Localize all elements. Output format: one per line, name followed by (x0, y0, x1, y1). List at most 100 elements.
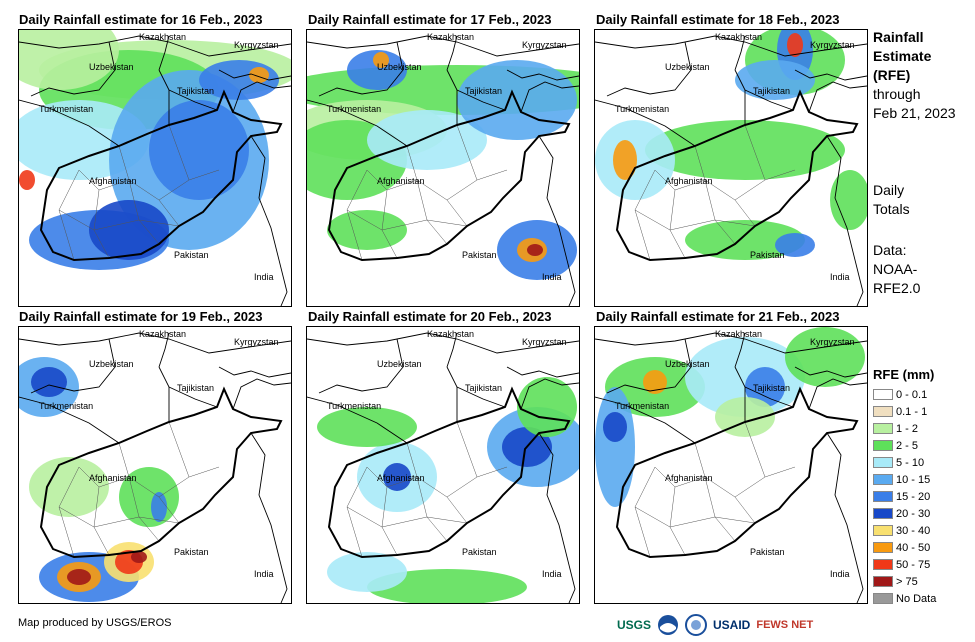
country-border (794, 366, 867, 378)
country-border (307, 396, 408, 444)
label-kazakhstan: Kazakhstan (139, 329, 186, 339)
rain-area (327, 552, 407, 592)
daily-totals-note: Daily Totals (873, 181, 910, 219)
legend-swatch (873, 406, 893, 417)
label-afghanistan: Afghanistan (665, 473, 713, 483)
label-kyrgyzstan: Kyrgyzstan (810, 40, 855, 50)
rainfall-map-16-feb: Kazakhstan Kyrgyzstan Uzbekistan Tajikistan… (18, 29, 292, 307)
rain-area (31, 367, 67, 397)
province-border (158, 199, 180, 227)
rain-area (149, 100, 249, 200)
province-border (744, 124, 766, 181)
rain-area (685, 220, 805, 260)
label-tajikistan: Tajikistan (753, 86, 790, 96)
label-afghanistan: Afghanistan (377, 176, 425, 186)
label-kyrgyzstan: Kyrgyzstan (810, 337, 855, 347)
source-label-1: NOAA- (873, 261, 918, 277)
rain-area (347, 50, 407, 90)
info-date: Feb 21, 2023 (873, 105, 956, 121)
province-border (734, 496, 756, 524)
country-border (158, 332, 170, 368)
country-border (456, 386, 506, 408)
country-border (538, 135, 576, 306)
province-border (669, 486, 686, 556)
country-border (19, 332, 291, 354)
legend-label: 1 - 2 (896, 422, 919, 435)
country-border (30, 338, 116, 394)
label-tajikistan: Tajikistan (177, 383, 214, 393)
label-tajikistan: Tajikistan (177, 86, 214, 96)
rain-area (373, 52, 389, 68)
label-turkmenistan: Turkmenistan (39, 401, 93, 411)
country-border (744, 386, 794, 408)
country-border (168, 386, 218, 408)
country-border (808, 81, 867, 113)
legend-item: 2 - 5 (873, 437, 936, 454)
country-border (808, 378, 867, 410)
label-tajikistan: Tajikistan (465, 86, 502, 96)
province-border (58, 506, 180, 528)
info-through: through (873, 86, 921, 102)
country-border (520, 378, 579, 410)
country-border (606, 41, 692, 97)
rain-area (517, 377, 577, 437)
country-border (250, 432, 288, 603)
label-india: India (830, 272, 850, 282)
country-border (307, 35, 579, 57)
legend-title: RFE (mm) (873, 367, 935, 382)
totals-label: Totals (873, 201, 910, 217)
info-title-3: (RFE) (873, 67, 911, 83)
label-tajikistan: Tajikistan (753, 383, 790, 393)
legend-swatch (873, 559, 893, 570)
country-border (506, 366, 579, 378)
label-india: India (542, 569, 562, 579)
province-border (168, 124, 190, 181)
country-border (19, 35, 291, 57)
province-border (416, 179, 448, 245)
fewsnet-logo-text: FEWS NET (756, 619, 814, 631)
rainfall-map-19-feb: Kazakhstan Kyrgyzstan Uzbekistan Tajikistan… (18, 326, 292, 604)
label-afghanistan: Afghanistan (377, 473, 425, 483)
legend-label: 0 - 0.1 (896, 388, 928, 401)
legend-label: 15 - 20 (896, 490, 931, 503)
rainfall-map-20-feb: Kazakhstan Kyrgyzstan Uzbekistan Tajikistan… (306, 326, 580, 604)
label-turkmenistan: Turkmenistan (327, 104, 381, 114)
legend-item: 0.1 - 1 (873, 403, 936, 420)
label-uzbekistan: Uzbekistan (665, 359, 710, 369)
label-kazakhstan: Kazakhstan (139, 32, 186, 42)
legend-swatch (873, 457, 893, 468)
daily-label: Daily (873, 182, 905, 198)
fewsnet-logo: FEWS NET (756, 619, 813, 631)
province-border (456, 124, 478, 181)
province-border (634, 506, 756, 528)
country-border (595, 35, 867, 57)
usaid-logo-text: USAID (713, 618, 751, 632)
country-border (232, 378, 291, 410)
label-india: India (830, 569, 850, 579)
legend: 0 - 0.1 0.1 - 1 1 - 2 2 - 5 5 - 10 10 - 15 15 … (873, 386, 936, 607)
legend-label: 20 - 30 (896, 507, 931, 520)
panel-title-3: Daily Rainfall estimate for 18 Feb., 202… (596, 12, 840, 27)
legend-swatch (873, 491, 893, 502)
country-border (168, 89, 218, 111)
province-border (346, 506, 468, 528)
province-border (669, 189, 686, 259)
legend-item: 10 - 15 (873, 471, 936, 488)
rain-area (327, 210, 407, 250)
legend-label: 2 - 5 (896, 439, 919, 452)
legend-label: > 75 (896, 575, 918, 588)
legend-item: 1 - 2 (873, 420, 936, 437)
province-border (694, 442, 706, 478)
rain-area (67, 569, 91, 585)
rainfall-map-18-feb: Kazakhstan Kyrgyzstan Uzbekistan Tajikistan… (594, 29, 868, 307)
afghanistan-border (39, 386, 283, 559)
label-turkmenistan: Turkmenistan (615, 104, 669, 114)
rain-area (745, 367, 785, 407)
legend-label: 50 - 75 (896, 558, 931, 571)
usgs-logo-text: USGS (617, 618, 652, 632)
province-border (446, 199, 468, 227)
legend-label: No Data (896, 592, 937, 605)
label-kyrgyzstan: Kyrgyzstan (522, 40, 567, 50)
province-border (58, 209, 180, 231)
country-border (520, 81, 579, 113)
